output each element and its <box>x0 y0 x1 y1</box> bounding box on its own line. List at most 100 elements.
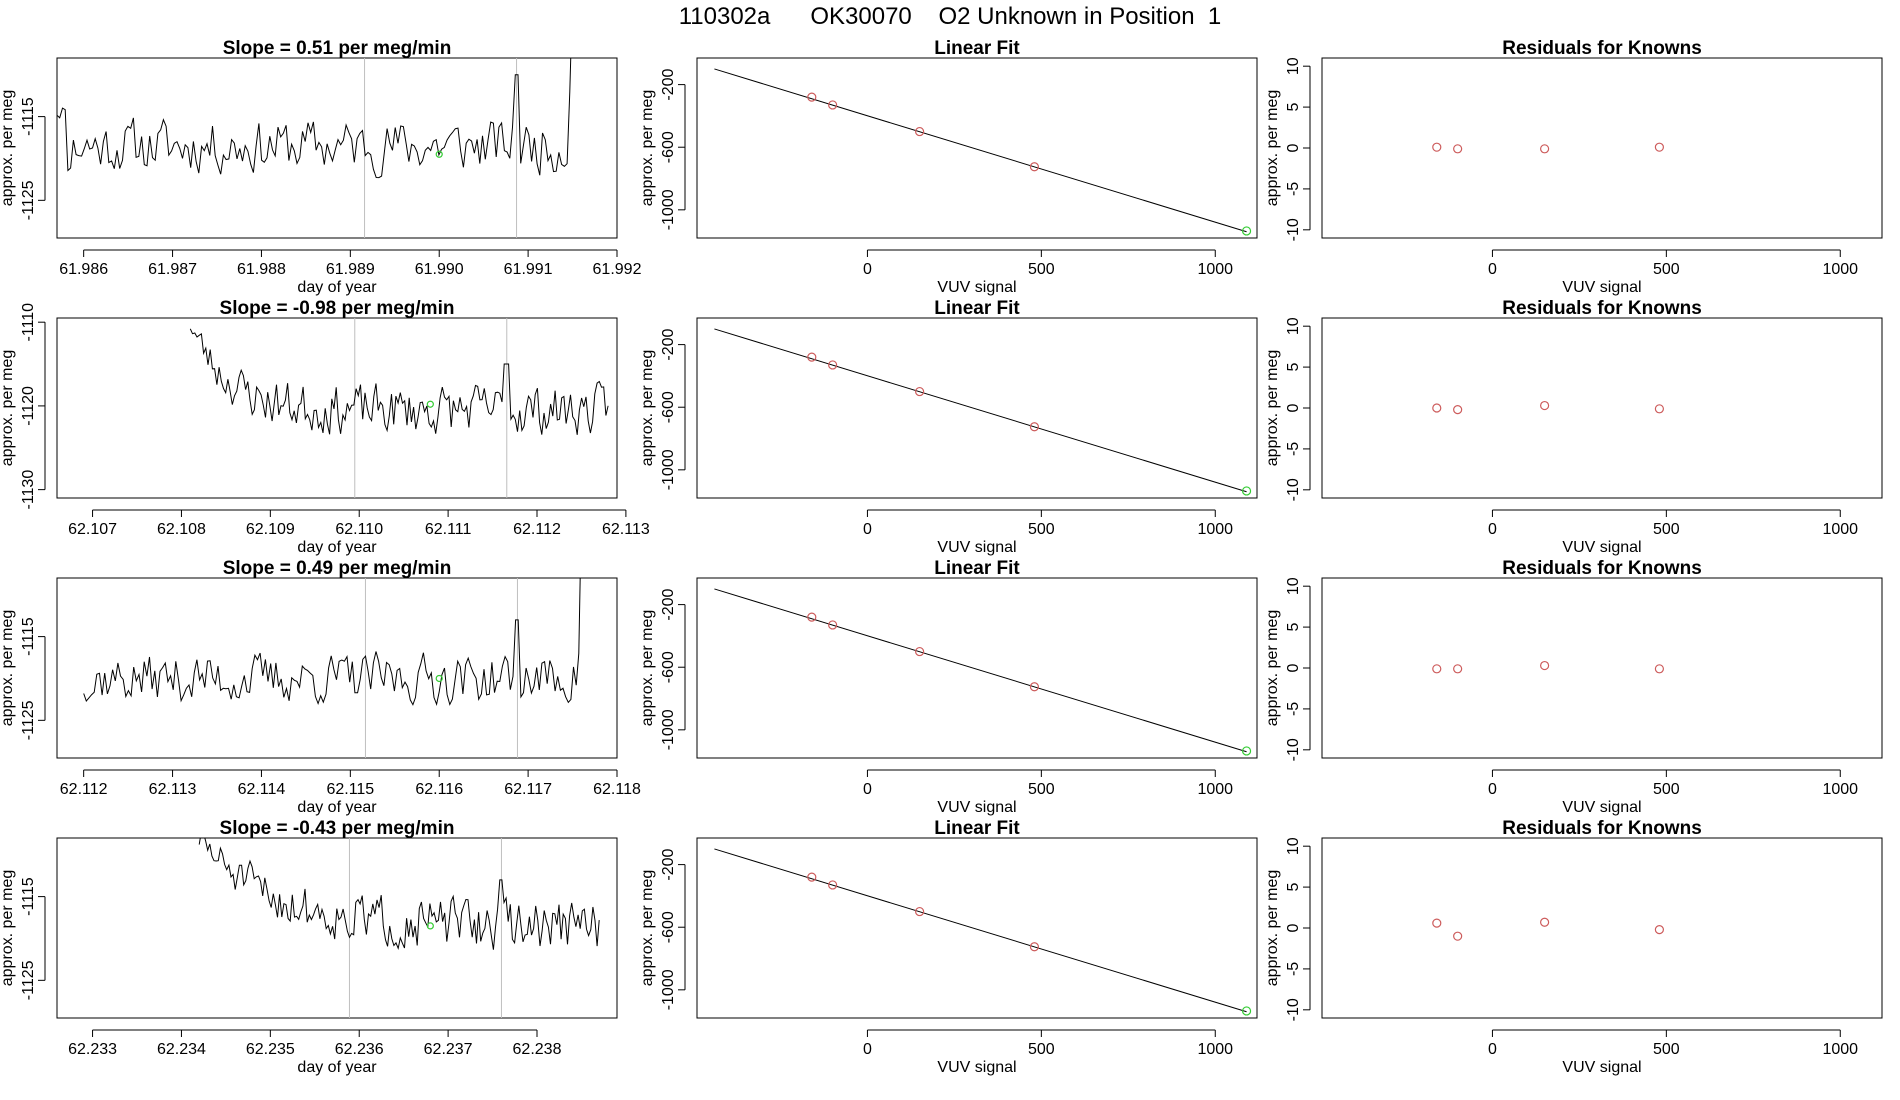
y-tick-label: -10 <box>1285 998 1302 1021</box>
data-point <box>1654 925 1664 935</box>
panel-8: Residuals for Knowns 0 500 1000 VUV signal 10… <box>1264 38 1883 296</box>
x-tick-label: 0 <box>863 1041 872 1058</box>
plot-frame <box>696 837 1258 1019</box>
plot-frame <box>1321 837 1883 1019</box>
highlight-point <box>435 674 443 683</box>
data-point <box>1029 162 1039 172</box>
y-tick-label: -1115 <box>20 97 37 136</box>
x-tick-label: 1000 <box>1197 781 1233 798</box>
y-tick-label: 10 <box>1285 577 1302 595</box>
x-tick-label: 62.235 <box>246 1041 295 1058</box>
data-point <box>807 352 817 362</box>
y-axis-label: approx. per meg <box>1264 610 1281 727</box>
x-axis-label: VUV signal <box>1562 1059 1641 1076</box>
panel-2: Slope = 0.49 per meg/min 62.112 62.113 62.1… <box>0 558 641 816</box>
panel-title: Slope = -0.98 per meg/min <box>220 298 455 319</box>
data-point <box>915 386 925 397</box>
y-tick-label: -1000 <box>660 969 677 1010</box>
panel-3: Slope = -0.43 per meg/min 62.233 62.234 62.… <box>0 818 618 1076</box>
plot-frame <box>696 317 1258 499</box>
y-tick-label: -600 <box>660 391 677 423</box>
x-tick-label: 62.116 <box>415 781 463 798</box>
plot-area <box>1432 660 1664 674</box>
page-title: 110302a OK30070 O2 Unknown in Position 1 <box>679 3 1222 30</box>
x-tick-label: 1000 <box>1197 521 1233 538</box>
y-axis-label: approx. per meg <box>1264 90 1281 207</box>
data-point <box>1453 931 1463 941</box>
y-tick-label: -1125 <box>20 700 37 740</box>
panel-10: Residuals for Knowns 0 500 1000 VUV signal 10… <box>1264 558 1883 816</box>
x-tick-label: 1000 <box>1822 261 1858 278</box>
fit-line <box>714 68 1247 233</box>
x-tick-label: 61.991 <box>504 261 553 278</box>
x-axis-label: VUV signal <box>1562 279 1641 296</box>
y-tick-label: -1000 <box>660 449 677 490</box>
x-axis-label: VUV signal <box>1562 799 1641 816</box>
x-tick-label: 62.118 <box>593 781 641 798</box>
y-tick-label: 10 <box>1285 57 1302 75</box>
y-axis-label: approx. per meg <box>1264 870 1281 987</box>
panel-9: Residuals for Knowns 0 500 1000 VUV signal 10… <box>1264 298 1883 556</box>
x-tick-label: 1000 <box>1197 261 1233 278</box>
y-tick-label: -5 <box>1285 962 1302 976</box>
y-tick-label: 10 <box>1285 317 1302 335</box>
plot-area <box>83 578 581 758</box>
data-point <box>915 646 925 657</box>
highlight-point <box>426 922 434 930</box>
series-line <box>57 58 572 179</box>
data-point <box>828 360 838 370</box>
plot-area <box>1432 400 1664 415</box>
panel-title: Residuals for Knowns <box>1502 38 1702 59</box>
y-tick-label: -1110 <box>20 303 37 342</box>
data-point <box>1654 664 1664 674</box>
y-tick-label: -1115 <box>20 877 37 916</box>
y-tick-label: -5 <box>1285 182 1302 196</box>
series-line <box>189 328 609 435</box>
x-tick-label: 500 <box>1653 1041 1680 1058</box>
plot-frame <box>56 837 618 1019</box>
data-point <box>1432 142 1442 152</box>
x-tick-label: 62.110 <box>335 521 383 538</box>
y-tick-label: 0 <box>1285 403 1302 412</box>
plot-frame <box>56 317 618 499</box>
data-point <box>1432 664 1442 674</box>
plot-frame <box>1321 317 1883 499</box>
x-tick-label: 62.112 <box>513 521 561 538</box>
x-tick-label: 1000 <box>1822 781 1858 798</box>
x-tick-label: 61.992 <box>593 261 642 278</box>
plot-area <box>714 68 1252 236</box>
x-tick-label: 62.237 <box>424 1041 473 1058</box>
x-axis-label: day of year <box>297 1059 377 1076</box>
plot-area <box>714 328 1252 496</box>
data-point <box>807 92 817 102</box>
y-tick-label: -10 <box>1285 218 1302 241</box>
y-axis-label: approx. per meg <box>639 350 656 467</box>
plot-area <box>714 588 1252 756</box>
data-point <box>1540 917 1550 927</box>
x-tick-label: 61.988 <box>237 261 286 278</box>
data-point <box>807 872 817 882</box>
x-tick-label: 1000 <box>1822 1041 1858 1058</box>
data-point <box>915 126 925 137</box>
x-tick-label: 62.111 <box>425 521 472 538</box>
y-axis-label: approx. per meg <box>0 870 16 987</box>
x-tick-label: 500 <box>1028 261 1055 278</box>
x-tick-label: 62.114 <box>238 781 286 798</box>
panel-7: Linear Fit 0 500 1000 VUV signal -200 -600 -100… <box>639 818 1258 1076</box>
y-tick-label: -200 <box>660 328 677 360</box>
x-tick-label: 0 <box>863 781 872 798</box>
panel-title: Linear Fit <box>934 298 1020 319</box>
highlight-point <box>426 400 434 408</box>
plot-area <box>1432 142 1664 154</box>
y-tick-label: 5 <box>1285 623 1302 632</box>
data-point <box>828 880 838 890</box>
panel-title: Residuals for Knowns <box>1502 558 1702 579</box>
y-tick-label: -1130 <box>20 470 37 510</box>
x-axis-label: VUV signal <box>937 539 1016 556</box>
x-tick-label: 62.236 <box>335 1041 384 1058</box>
fit-line <box>714 848 1247 1013</box>
y-tick-label: -200 <box>660 588 677 620</box>
y-tick-label: -1000 <box>660 189 677 230</box>
x-tick-label: 1000 <box>1822 521 1858 538</box>
